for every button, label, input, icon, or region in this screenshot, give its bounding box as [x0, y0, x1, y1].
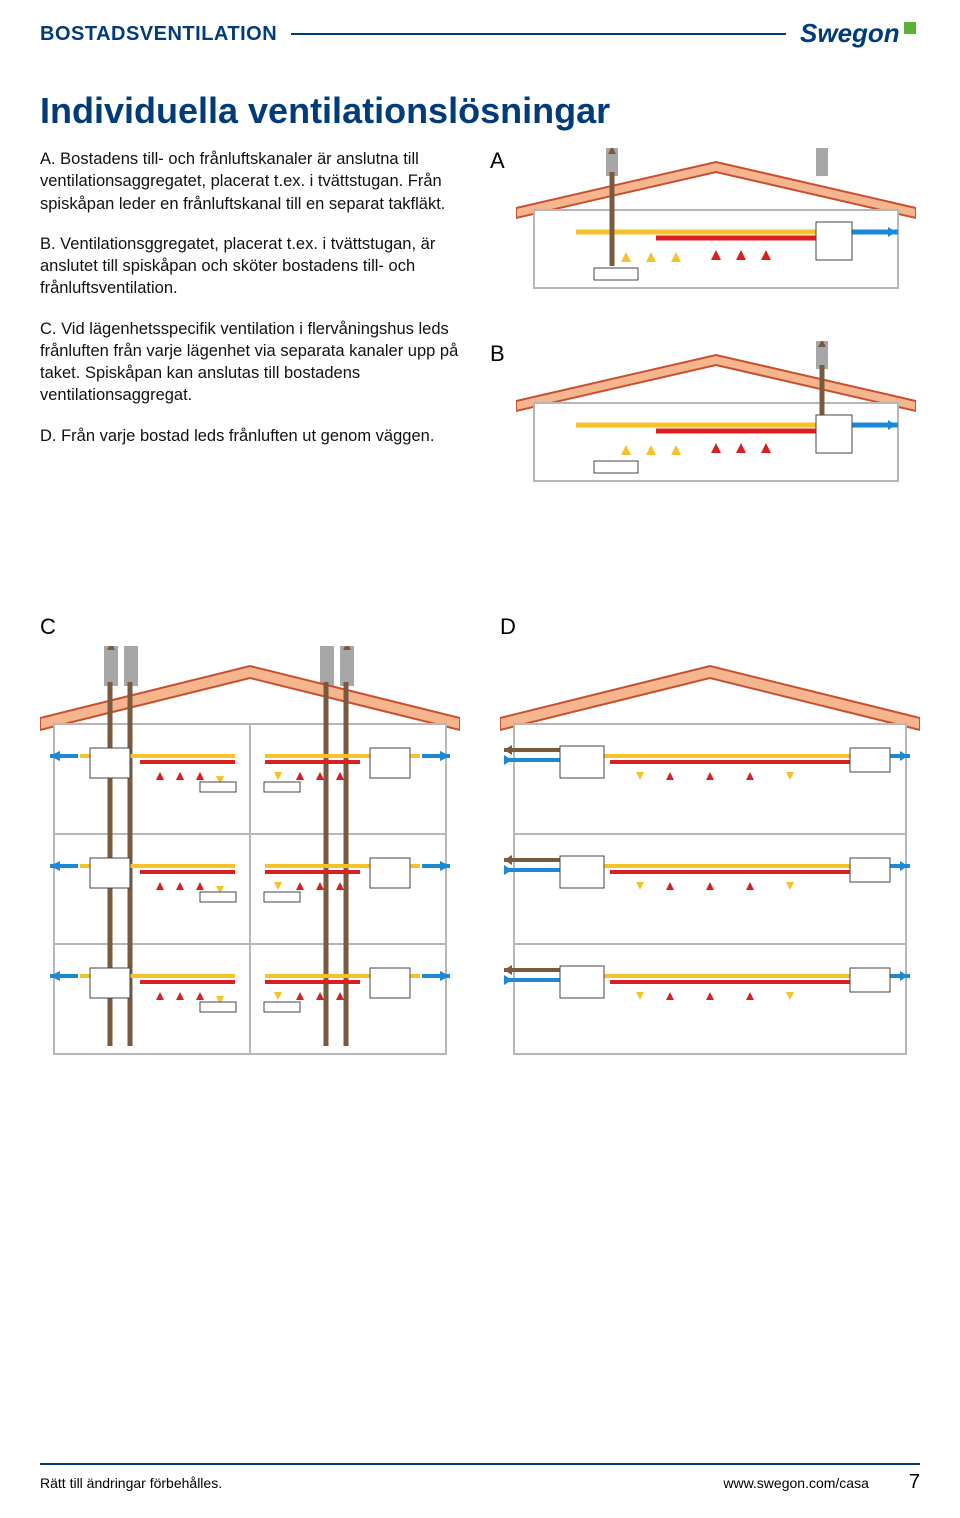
paragraph-d: D. Från varje bostad leds frånluften ut …: [40, 425, 460, 447]
page-header: BOSTADSVENTILATION Swegon: [40, 18, 920, 50]
diagram-c-label: C: [40, 614, 460, 640]
footer-left-text: Rätt till ändringar förbehålles.: [40, 1475, 222, 1491]
diagram-d-label: D: [500, 614, 920, 640]
footer-rule: [40, 1463, 920, 1465]
diagram-b-label: B: [490, 341, 512, 367]
header-rule: [291, 33, 786, 35]
logo-text-svg: Swegon: [800, 18, 900, 48]
page-title: Individuella ventilationslösningar: [40, 90, 920, 132]
diagram-a-label: A: [490, 148, 512, 174]
page-footer: Rätt till ändringar förbehålles. www.swe…: [40, 1463, 920, 1494]
paragraph-c: C. Vid lägenhetsspecifik ventilation i f…: [40, 318, 460, 407]
logo-square-icon: [904, 22, 916, 34]
diagram-b: B: [490, 341, 920, 506]
diagram-d: D: [500, 614, 920, 1071]
footer-url: www.swegon.com/casa: [723, 1475, 869, 1491]
diagram-a: A: [490, 148, 920, 313]
swegon-logo: Swegon: [800, 18, 920, 50]
page-number: 7: [909, 1471, 920, 1494]
section-label: BOSTADSVENTILATION: [40, 23, 277, 46]
body-text: A. Bostadens till- och frånluftskanaler …: [40, 148, 460, 534]
paragraph-b: B. Ventilationsggregatet, placerat t.ex.…: [40, 233, 460, 300]
diagram-c: C: [40, 614, 460, 1071]
paragraph-a: A. Bostadens till- och frånluftskanaler …: [40, 148, 460, 215]
